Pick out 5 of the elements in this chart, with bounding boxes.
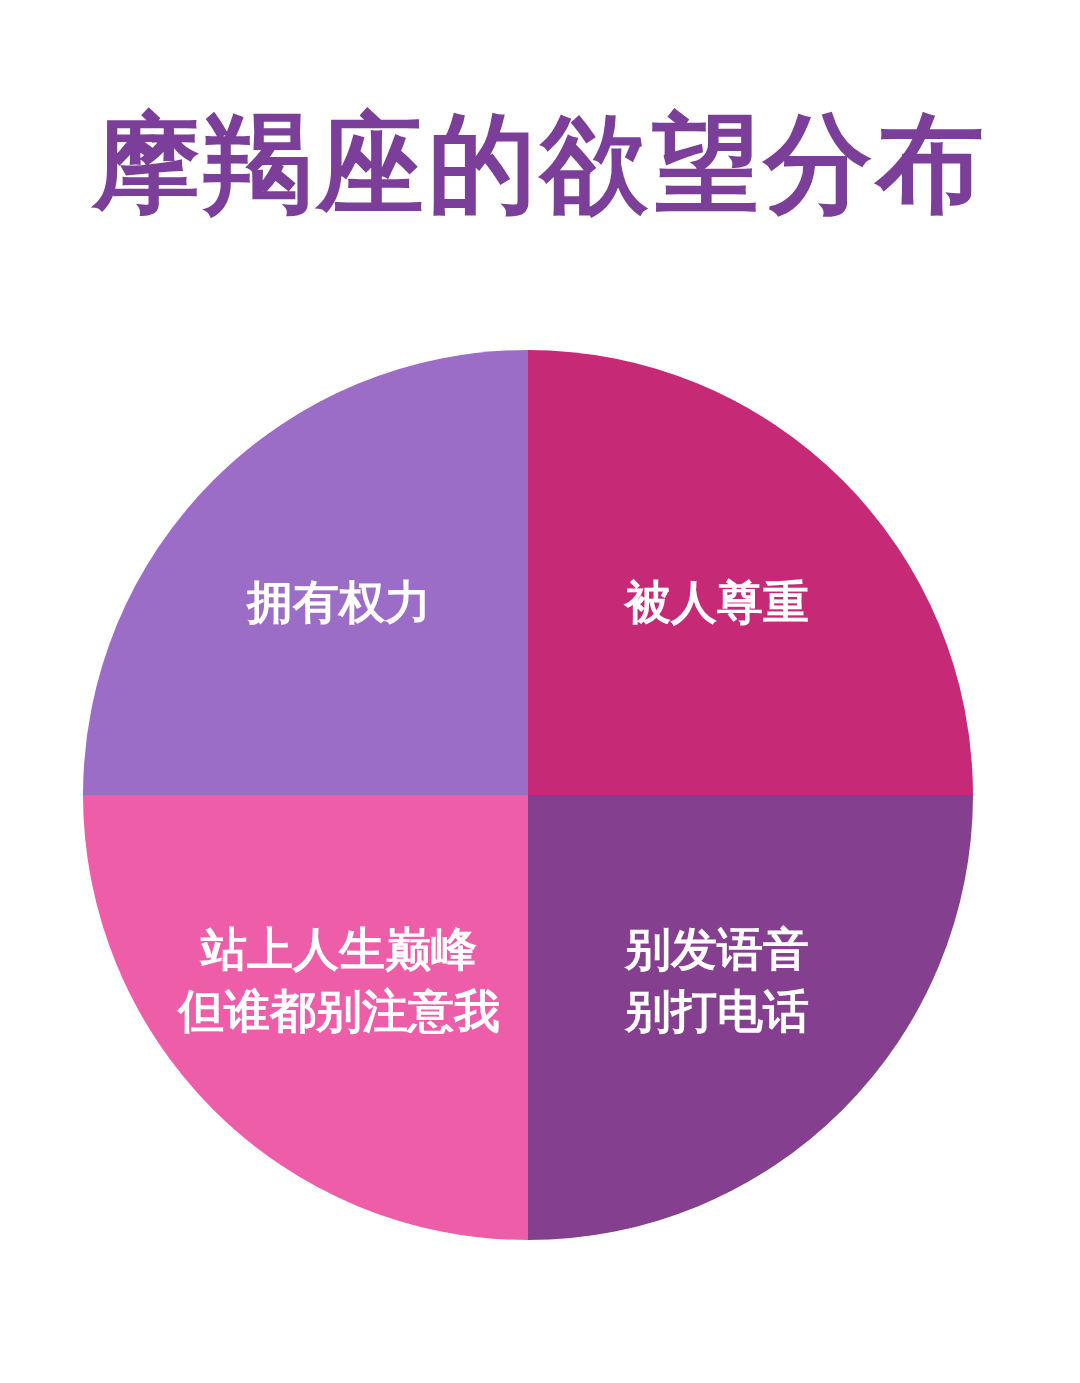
slice-label: 别发语音别打电话 — [623, 921, 809, 1038]
chart-title: 摩羯座的欲望分布 — [90, 100, 989, 228]
slice-label: 被人尊重 — [622, 575, 809, 630]
slice-label: 拥有权力 — [245, 575, 432, 630]
slice-label: 站上人生巅峰但谁都别注意我 — [176, 921, 501, 1038]
